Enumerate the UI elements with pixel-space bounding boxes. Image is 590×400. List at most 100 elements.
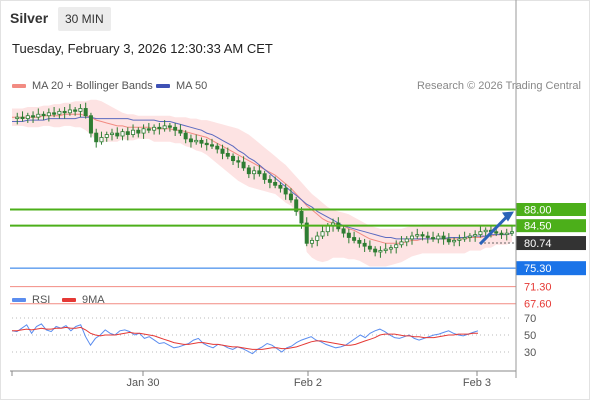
legend-ma20-label: MA 20 + Bollinger Bands bbox=[32, 80, 153, 92]
candle-body bbox=[252, 170, 257, 175]
rsi-ma-line bbox=[12, 326, 478, 350]
candle-body bbox=[257, 170, 262, 175]
candle-body bbox=[15, 116, 20, 120]
candle-body bbox=[83, 108, 88, 117]
legend-ma20: MA 20 + Bollinger Bands bbox=[12, 80, 153, 92]
candle-body bbox=[420, 234, 425, 237]
price-label-support-1: 71.30 bbox=[524, 282, 552, 294]
candle-body bbox=[509, 231, 514, 234]
price-label-resistance-1: 88.00 bbox=[524, 205, 552, 217]
candle-body bbox=[73, 109, 78, 112]
candle-body bbox=[341, 228, 346, 234]
candle-body bbox=[231, 155, 236, 162]
candle-body bbox=[25, 115, 30, 119]
candle-body bbox=[131, 129, 136, 135]
candle-body bbox=[299, 210, 304, 224]
candle-body bbox=[99, 137, 104, 143]
x-tick-label: Feb 3 bbox=[463, 377, 491, 389]
candle-body bbox=[46, 112, 51, 117]
candle-body bbox=[452, 239, 457, 243]
candle-body bbox=[41, 113, 46, 117]
candle-body bbox=[157, 126, 162, 130]
candle-body bbox=[304, 222, 309, 244]
candle-body bbox=[415, 234, 420, 237]
ma9-swatch-icon bbox=[62, 298, 76, 302]
candle-body bbox=[199, 139, 204, 144]
price-label-pivot: 75.30 bbox=[524, 263, 552, 275]
price-label-support-2: 67.60 bbox=[524, 299, 552, 311]
ma20-swatch-icon bbox=[12, 84, 26, 88]
candle-body bbox=[246, 167, 251, 175]
price-label-bg-current-price bbox=[516, 236, 586, 251]
candle-body bbox=[288, 193, 293, 201]
candle-body bbox=[88, 115, 93, 134]
candle-body bbox=[346, 232, 351, 238]
x-tick-label: Jan 30 bbox=[126, 377, 159, 389]
candle-body bbox=[499, 232, 504, 235]
rsi-tick-30: 30 bbox=[524, 347, 536, 359]
candle-body bbox=[399, 241, 404, 246]
candle-body bbox=[20, 116, 25, 120]
candle-body bbox=[236, 160, 241, 163]
timestamp: Tuesday, February 3, 2026 12:30:33 AM CE… bbox=[12, 41, 273, 56]
candle-body bbox=[115, 132, 120, 137]
forecast-arrow bbox=[478, 214, 510, 246]
candle-body bbox=[204, 142, 209, 146]
price-label-bg-resistance-2 bbox=[516, 219, 586, 233]
candle-body bbox=[404, 238, 409, 243]
candle-body bbox=[409, 235, 414, 240]
candle-body bbox=[188, 138, 193, 143]
timeframe-badge[interactable]: 30 MIN bbox=[58, 7, 111, 31]
candle-body bbox=[241, 161, 246, 169]
candle-body bbox=[483, 229, 488, 233]
credit: Research © 2026 Trading Central bbox=[416, 80, 581, 92]
candle-body bbox=[441, 235, 446, 240]
legend-ma50-label: MA 50 bbox=[176, 80, 208, 92]
candle-body bbox=[309, 239, 314, 244]
candle-body bbox=[473, 234, 478, 237]
candle-body bbox=[378, 250, 383, 253]
candle-body bbox=[125, 131, 130, 135]
candle-body bbox=[67, 109, 72, 114]
candle-body bbox=[462, 237, 467, 240]
candle-body bbox=[431, 237, 436, 240]
candle-body bbox=[94, 132, 99, 143]
candle-body bbox=[504, 232, 509, 235]
instrument-title: Silver bbox=[10, 10, 49, 26]
candle-body bbox=[225, 152, 230, 157]
candle-body bbox=[36, 113, 41, 118]
candle-body bbox=[388, 247, 393, 250]
candle-body bbox=[104, 134, 109, 138]
candle-body bbox=[173, 126, 178, 131]
legend-rsi-label: RSI bbox=[32, 294, 51, 306]
candle-body bbox=[178, 129, 183, 134]
candle-body bbox=[446, 238, 451, 243]
candle-body bbox=[183, 132, 188, 140]
candle-body bbox=[320, 231, 325, 237]
candle-body bbox=[78, 108, 83, 112]
candle-body bbox=[141, 128, 146, 134]
candle-body bbox=[31, 115, 36, 118]
candle-body bbox=[294, 199, 299, 212]
price-label-resistance-2: 84.50 bbox=[524, 221, 552, 233]
legend-9ma: 9MA bbox=[62, 294, 105, 306]
candle-body bbox=[194, 139, 199, 143]
candle-body bbox=[494, 231, 499, 234]
candle-body bbox=[383, 248, 388, 251]
candle-body bbox=[152, 126, 157, 131]
candle-body bbox=[357, 239, 362, 244]
candle-body bbox=[283, 187, 288, 195]
candle-body bbox=[167, 125, 172, 128]
candle-body bbox=[62, 110, 67, 114]
rsi-line bbox=[11, 323, 479, 355]
candle-body bbox=[478, 231, 483, 235]
legend-9ma-label: 9MA bbox=[82, 294, 105, 306]
price-label-bg-resistance-1 bbox=[516, 203, 586, 216]
candle-body bbox=[394, 244, 399, 249]
candle-body bbox=[367, 245, 372, 250]
candle-body bbox=[215, 145, 220, 150]
price-label-bg-pivot bbox=[516, 261, 586, 276]
legend-ma50: MA 50 bbox=[156, 80, 207, 92]
candle-body bbox=[220, 148, 225, 154]
